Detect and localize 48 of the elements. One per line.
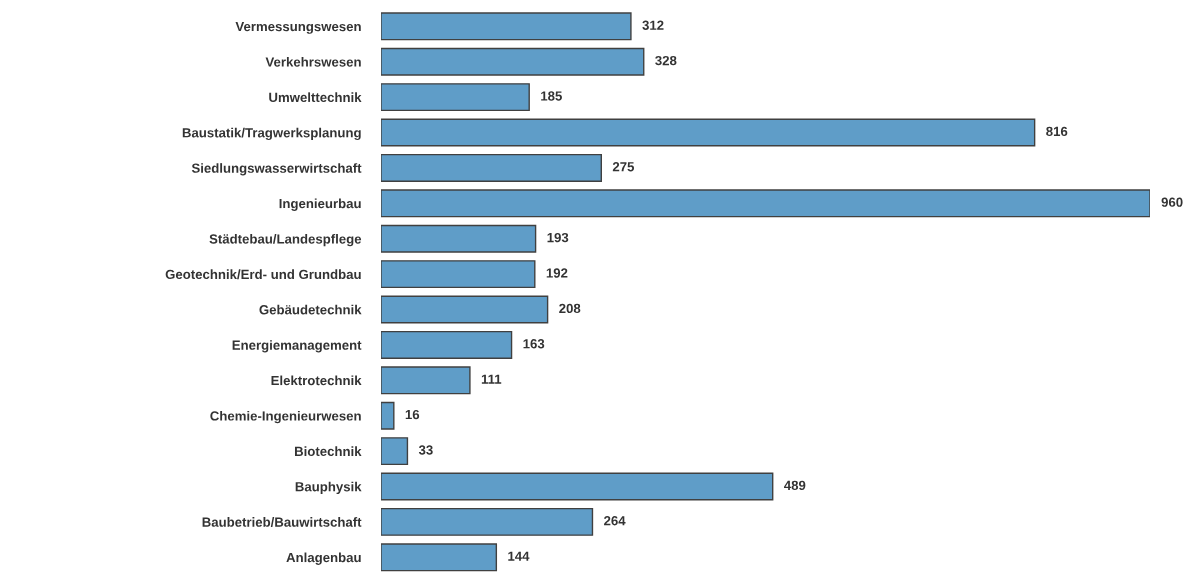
y-tick-label: Verkehrswesen bbox=[265, 56, 361, 67]
y-tick-label: Anlagenbau bbox=[286, 552, 361, 565]
data-label: 144 bbox=[508, 551, 530, 561]
bar bbox=[381, 437, 409, 466]
y-tick-label: Städtebau/Landespflege bbox=[209, 233, 362, 247]
y-tick-label: Energiemanagement bbox=[232, 340, 362, 353]
data-label: 816 bbox=[1046, 126, 1068, 137]
y-tick-label: Baustatik/Tragwerksplanung bbox=[182, 127, 361, 141]
data-label: 312 bbox=[642, 20, 664, 30]
bar bbox=[381, 330, 513, 359]
data-label: 275 bbox=[612, 162, 635, 172]
y-tick-label: Elektrotechnik bbox=[271, 375, 362, 386]
data-label: 33 bbox=[418, 445, 433, 455]
y-tick-label: Umwelttechnik bbox=[269, 92, 362, 103]
bar bbox=[381, 224, 537, 253]
bar bbox=[381, 153, 602, 182]
bar bbox=[381, 295, 549, 324]
data-label: 960 bbox=[1161, 197, 1183, 207]
y-tick-label: Ingenieurbau bbox=[279, 198, 361, 211]
bar bbox=[381, 472, 774, 501]
y-tick-label: Siedlungswasserwirtschaft bbox=[191, 163, 362, 176]
bar bbox=[381, 543, 498, 572]
bar bbox=[381, 507, 594, 536]
bar bbox=[381, 12, 632, 41]
data-label: 193 bbox=[547, 232, 569, 243]
bar bbox=[381, 260, 536, 289]
data-label: 185 bbox=[541, 91, 562, 101]
y-tick-label: Bauphysik bbox=[295, 481, 362, 495]
data-label: 16 bbox=[405, 409, 420, 420]
bar bbox=[381, 401, 395, 430]
bar bbox=[381, 83, 530, 112]
y-tick-label: Baubetrieb/Bauwirtschaft bbox=[202, 517, 362, 527]
data-label: 328 bbox=[655, 55, 677, 66]
y-tick-label: Biotechnik bbox=[295, 446, 362, 457]
data-label: 192 bbox=[546, 268, 568, 278]
bar bbox=[381, 366, 471, 395]
data-label: 264 bbox=[604, 516, 626, 526]
y-tick-label: Vermessungswesen bbox=[235, 22, 361, 34]
data-label: 208 bbox=[559, 303, 581, 314]
bar bbox=[381, 189, 1150, 218]
y-tick-label: Chemie-Ingenieurwesen bbox=[210, 410, 361, 424]
data-label: 163 bbox=[523, 339, 545, 349]
y-tick-label: Gebäudetechnik bbox=[259, 304, 362, 315]
bar bbox=[381, 47, 645, 76]
y-tick-label: Geotechnik/Erd- und Grundbau bbox=[165, 269, 361, 280]
data-label: 111 bbox=[481, 374, 502, 384]
data-label: 489 bbox=[784, 480, 806, 491]
bar bbox=[381, 118, 1036, 147]
